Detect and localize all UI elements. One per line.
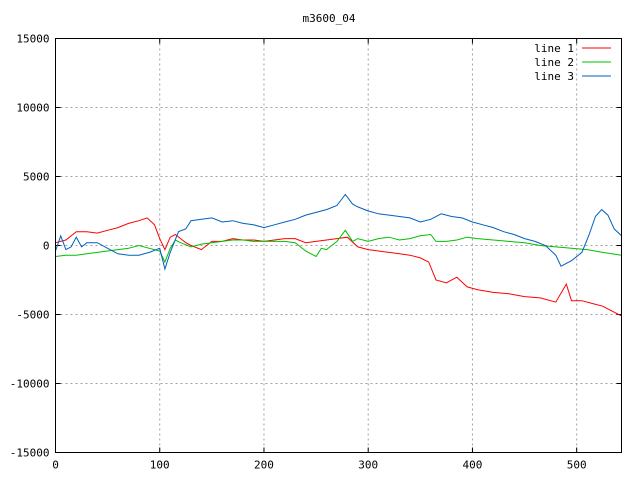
series-line-3 — [55, 193, 622, 271]
y-tick-label: 10000 — [16, 102, 49, 115]
grid-lines — [55, 38, 622, 453]
x-tick-label: 400 — [463, 459, 483, 472]
legend-label: line 1 — [534, 42, 574, 55]
y-tick-label: -15000 — [10, 447, 50, 460]
x-tick-label: 0 — [52, 459, 59, 472]
x-tick-label: 300 — [358, 459, 378, 472]
y-tick-label: 5000 — [23, 171, 50, 184]
series-line-2 — [55, 229, 622, 264]
legend-label: line 2 — [534, 56, 574, 69]
y-tick-label: 0 — [43, 240, 50, 253]
y-tick-label: 15000 — [16, 33, 49, 46]
plot-frame — [55, 38, 622, 453]
x-tick-label: 500 — [567, 459, 587, 472]
series-lines — [55, 193, 622, 317]
chart-title: m3600_04 — [303, 12, 356, 25]
series-line-1 — [55, 217, 622, 317]
x-tick-label: 100 — [150, 459, 170, 472]
y-tick-label: -10000 — [10, 378, 50, 391]
axis-ticks: 0 100 200 300 400 500 -15000 -10000 -5000 0 5000 10… — [10, 33, 622, 472]
y-tick-label: -5000 — [16, 309, 49, 322]
legend-label: line 3 — [534, 70, 574, 83]
x-tick-label: 200 — [254, 459, 274, 472]
